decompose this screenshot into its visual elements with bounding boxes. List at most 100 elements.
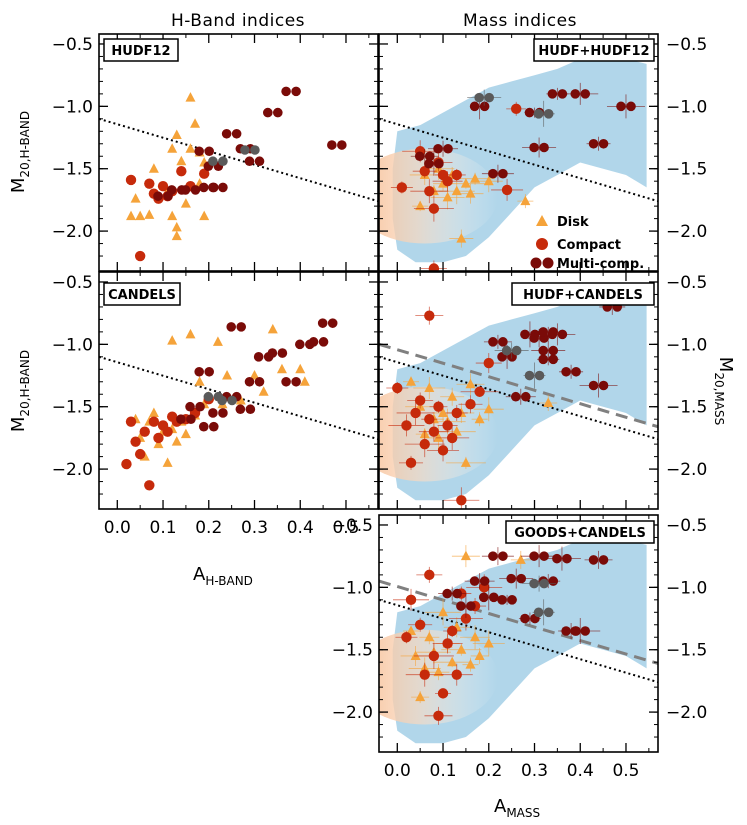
point-p2-circ-3: [424, 185, 435, 197]
point-p1-tri-1: [130, 193, 141, 203]
point-p5-pair-4: [488, 551, 508, 561]
point-p5-circ-12: [460, 613, 472, 624]
point-p5-pair-3: [478, 592, 499, 603]
point-p5-circ-7: [437, 688, 449, 699]
plot-p4: [379, 298, 658, 509]
point-p3-tri-9: [167, 335, 178, 345]
point-p2-circ-11: [511, 103, 522, 115]
point-p4-circ-4: [414, 395, 426, 406]
point-p4-circ-17: [483, 357, 494, 369]
plot-p2: [379, 82, 658, 271]
point-p1-pair-6: [208, 182, 228, 193]
point-p1-tri-12: [185, 143, 196, 153]
point-p3-circ-7: [153, 432, 164, 444]
xlabel-right: AMASS: [494, 796, 540, 820]
point-p5-tri-9: [447, 656, 458, 667]
ticks-p1: [99, 34, 378, 271]
svg-text:HUDF+HUDF12: HUDF+HUDF12: [538, 44, 649, 59]
point-p5-tri-17: [515, 554, 526, 564]
point-p2-circ-10: [501, 184, 513, 196]
point-p5-pair-1: [456, 601, 476, 611]
xlabel-left: AH-BAND: [193, 564, 253, 588]
plot-p3: [99, 318, 378, 491]
legend-multi-marker: [530, 257, 554, 269]
plot-layer: [99, 82, 658, 725]
point-p3-pair-3: [198, 421, 219, 432]
point-p5-tri-15: [474, 650, 485, 660]
point-p2-tri-7: [451, 185, 462, 196]
point-p4-tri-15: [543, 397, 554, 407]
point-p3-tri-4: [148, 407, 159, 417]
point-p4-pair-9: [561, 366, 581, 377]
ytick-label-p1: −0.5: [52, 35, 93, 55]
point-p3-tri-26: [295, 363, 306, 374]
svg-text:HUDF12: HUDF12: [111, 44, 170, 59]
xtick-label-p3: 0.0: [104, 518, 131, 538]
point-p5-pair-1: [533, 607, 554, 618]
ytick-label-p3: −1.5: [52, 398, 93, 418]
point-p4-tri-5: [433, 432, 444, 442]
dashed-line-p4: [379, 342, 658, 429]
svg-text:CANDELS: CANDELS: [108, 288, 176, 303]
point-p5-pair-0: [442, 588, 462, 599]
xtick-label-p5: 0.5: [612, 761, 639, 781]
col-title-right: Mass indices: [463, 11, 577, 31]
ytick-label-p2: −2.0: [666, 222, 707, 242]
point-p1-pair-0: [208, 156, 228, 167]
point-p4-pair-1: [524, 370, 545, 381]
xtick-label-p5: 0.3: [521, 761, 548, 781]
point-p4-circ-0: [392, 382, 403, 394]
point-p4-circ-12: [446, 432, 458, 444]
point-p3-tri-7: [162, 457, 173, 467]
point-p1-pair-7: [221, 128, 242, 139]
point-p4-pair-8: [547, 329, 568, 340]
point-p1-tri-2: [135, 210, 146, 221]
point-p5-tri-14: [470, 631, 481, 642]
ticks-p4: [379, 272, 658, 509]
svg-text:HUDF+CANDELS: HUDF+CANDELS: [523, 288, 643, 303]
point-p3-tri-13: [185, 328, 196, 339]
point-p3-tri-21: [235, 394, 246, 405]
point-p5-circ-9: [446, 625, 458, 637]
point-p4-tri-12: [465, 378, 476, 389]
point-p2-pair-10: [616, 101, 636, 112]
point-p2-circ-0: [396, 182, 408, 193]
point-p3-pair-14: [317, 318, 338, 328]
point-p5-tri-12: [460, 550, 471, 561]
point-p3-tri-18: [212, 336, 223, 346]
ytick-label-p4: −1.5: [666, 398, 707, 418]
point-p3-pair-0: [176, 414, 196, 424]
point-p2-pair-0: [414, 151, 435, 162]
ytick-label-p5: −1.0: [332, 578, 373, 598]
ytick-label-p5: −2.0: [332, 703, 373, 723]
plot-p1: [99, 86, 378, 262]
xtick-label-p3: 0.2: [195, 518, 222, 538]
point-p5-circ-2: [414, 619, 426, 630]
point-p3-pair-2: [194, 366, 214, 377]
xtick-label-p3: 0.3: [241, 518, 268, 538]
point-p2-circ-4: [428, 263, 440, 271]
point-p3-pair-6: [226, 322, 247, 332]
point-p4-tri-13: [474, 413, 485, 424]
point-p4-pair-10: [588, 380, 609, 391]
point-p5-circ-3: [419, 669, 430, 680]
frame-p2: [378, 33, 659, 272]
ytick-label-p5: −1.5: [332, 641, 373, 661]
legend: Disk Compact Multi-comp.: [530, 215, 644, 272]
point-p3-pair-1: [217, 395, 237, 406]
point-p2-circ-8: [442, 175, 453, 187]
shade-p5: [379, 537, 647, 744]
point-p5-pair-2: [469, 576, 490, 586]
point-p3-tri-10: [171, 436, 182, 446]
point-p3-tri-15: [194, 376, 205, 386]
ytick-label-p5: −0.5: [666, 516, 707, 536]
point-p3-tri-5: [153, 438, 164, 449]
point-p5-tri-16: [483, 637, 494, 648]
panel-tag-goods-candels: GOODS+CANDELS: [505, 520, 655, 544]
point-p3-tri-24: [267, 323, 278, 334]
point-p1-pair-11: [281, 86, 301, 97]
svg-text:M20,H-BAND: M20,H-BAND: [8, 111, 32, 193]
legend-disk-marker: [536, 215, 548, 226]
point-p3-circ-4: [139, 426, 150, 437]
